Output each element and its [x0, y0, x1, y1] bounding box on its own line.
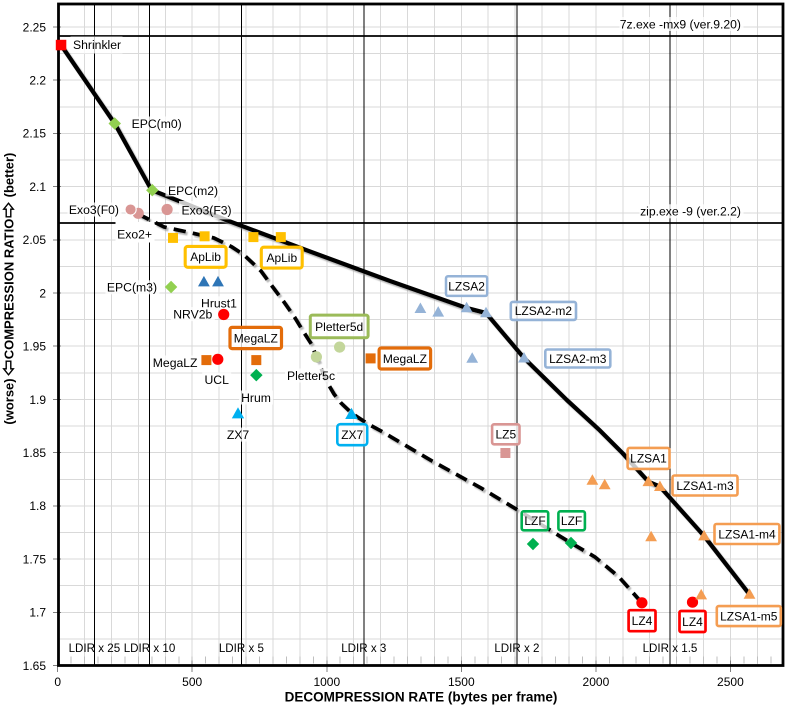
svg-text:1.85: 1.85 — [23, 446, 47, 460]
svg-text:LDIR x 2: LDIR x 2 — [494, 642, 539, 655]
svg-text:MegaLZ: MegaLZ — [383, 352, 427, 366]
svg-text:2500: 2500 — [717, 675, 744, 689]
svg-text:NRV2b: NRV2b — [173, 307, 212, 321]
svg-text:ZX7: ZX7 — [227, 428, 250, 442]
svg-text:2.25: 2.25 — [23, 20, 47, 34]
svg-text:UCL: UCL — [205, 373, 230, 387]
svg-text:LZSA1-m3: LZSA1-m3 — [676, 479, 734, 493]
svg-text:2.2: 2.2 — [29, 74, 46, 88]
svg-text:2.1: 2.1 — [29, 180, 46, 194]
svg-text:ZX7: ZX7 — [341, 428, 363, 442]
svg-text:EPC(m0): EPC(m0) — [132, 117, 182, 131]
svg-text:1.75: 1.75 — [23, 552, 47, 566]
svg-text:Exo3(F0): Exo3(F0) — [69, 203, 119, 217]
svg-text:ApLib: ApLib — [266, 251, 297, 265]
svg-text:LZ5: LZ5 — [495, 428, 516, 442]
svg-text:2: 2 — [39, 286, 46, 300]
svg-text:COMPRESSION RATIO: COMPRESSION RATIO — [2, 219, 17, 360]
svg-text:1.65: 1.65 — [23, 659, 47, 673]
svg-text:(worse): (worse) — [2, 378, 17, 424]
svg-text:Shrinkler: Shrinkler — [73, 38, 121, 52]
svg-text:Pletter5c: Pletter5c — [287, 369, 335, 383]
svg-text:DECOMPRESSION RATE (bytes per: DECOMPRESSION RATE (bytes per frame) — [285, 690, 558, 705]
svg-text:zip.exe -9 (ver.2.2): zip.exe -9 (ver.2.2) — [640, 205, 741, 219]
svg-text:LZSA1: LZSA1 — [630, 452, 667, 466]
svg-text:2000: 2000 — [583, 675, 610, 689]
svg-text:LDIR x 3: LDIR x 3 — [341, 642, 386, 655]
svg-text:EPC(m3): EPC(m3) — [107, 281, 157, 295]
svg-text:LZ4: LZ4 — [682, 615, 703, 629]
svg-text:2.15: 2.15 — [23, 127, 47, 141]
svg-text:Exo3(F3): Exo3(F3) — [182, 204, 232, 218]
svg-text:LZF: LZF — [524, 514, 545, 528]
svg-text:1.95: 1.95 — [23, 340, 47, 354]
svg-text:(better): (better) — [2, 153, 17, 198]
svg-text:LZSA1-m4: LZSA1-m4 — [718, 527, 776, 541]
svg-text:ApLib: ApLib — [190, 250, 221, 264]
svg-text:1.8: 1.8 — [29, 499, 46, 513]
svg-text:LDIR x 5: LDIR x 5 — [219, 642, 264, 655]
svg-text:MegaLZ: MegaLZ — [234, 331, 278, 345]
svg-text:LDIR x 25: LDIR x 25 — [69, 642, 121, 655]
svg-text:1500: 1500 — [448, 675, 475, 689]
svg-text:Hrum: Hrum — [241, 391, 271, 405]
svg-text:Exo2+: Exo2+ — [117, 227, 152, 241]
svg-text:2.05: 2.05 — [23, 233, 47, 247]
svg-text:LDIR x 10: LDIR x 10 — [124, 642, 176, 655]
svg-text:7z.exe -mx9 (ver.9.20): 7z.exe -mx9 (ver.9.20) — [620, 17, 741, 31]
svg-text:1.9: 1.9 — [29, 393, 46, 407]
svg-text:LDIR x 1.5: LDIR x 1.5 — [643, 642, 698, 655]
svg-text:LZSA2-m3: LZSA2-m3 — [549, 352, 607, 366]
svg-text:MegaLZ: MegaLZ — [153, 356, 198, 370]
svg-text:500: 500 — [182, 675, 202, 689]
svg-text:1.7: 1.7 — [29, 606, 46, 620]
svg-text:0: 0 — [54, 675, 61, 689]
svg-text:Pletter5d: Pletter5d — [315, 320, 363, 334]
svg-text:LZ4: LZ4 — [632, 614, 653, 628]
svg-text:EPC(m2): EPC(m2) — [168, 184, 218, 198]
svg-text:LZSA1-m5: LZSA1-m5 — [720, 609, 778, 623]
svg-text:LZSA2: LZSA2 — [448, 279, 485, 293]
svg-text:LZF: LZF — [561, 514, 582, 528]
svg-text:1000: 1000 — [313, 675, 340, 689]
svg-text:LZSA2-m2: LZSA2-m2 — [515, 304, 573, 318]
